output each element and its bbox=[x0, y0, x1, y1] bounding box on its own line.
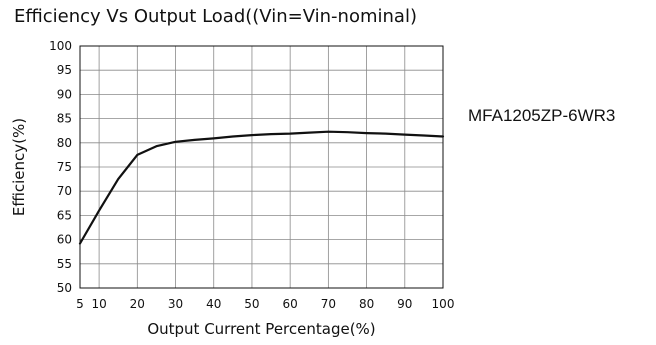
grid bbox=[79, 45, 444, 289]
x-tick-label: 20 bbox=[130, 297, 145, 311]
y-tick-label: 60 bbox=[57, 233, 72, 247]
x-tick-label: 5 bbox=[76, 297, 84, 311]
y-tick-label: 50 bbox=[57, 281, 72, 295]
x-tick-labels: 5 10 20 30 40 50 60 70 80 90 100 bbox=[76, 297, 454, 311]
y-tick-label: 95 bbox=[57, 63, 72, 77]
y-tick-label: 85 bbox=[57, 112, 72, 126]
x-axis-label: Output Current Percentage(%) bbox=[147, 320, 375, 338]
x-tick-label: 50 bbox=[244, 297, 259, 311]
plot-frame bbox=[79, 45, 444, 289]
x-tick-label: 40 bbox=[206, 297, 221, 311]
y-tick-label: 65 bbox=[57, 208, 72, 222]
y-tick-label: 55 bbox=[57, 257, 72, 271]
y-tick-labels: 50 55 60 65 70 75 80 85 90 95 100 bbox=[49, 39, 72, 295]
y-tick-label: 90 bbox=[57, 87, 72, 101]
chart-title: Efficiency Vs Output Load((Vin=Vin-nomin… bbox=[14, 6, 417, 27]
x-tick-label: 60 bbox=[283, 297, 298, 311]
x-tick-label: 80 bbox=[359, 297, 374, 311]
y-axis-label: Efficiency(%) bbox=[10, 118, 28, 216]
model-annotation: MFA1205ZP-6WR3 bbox=[468, 106, 616, 125]
x-tick-label: 90 bbox=[397, 297, 412, 311]
y-tick-label: 70 bbox=[57, 184, 72, 198]
efficiency-series-line bbox=[78, 130, 445, 245]
series-layer bbox=[78, 130, 445, 245]
y-tick-label: 80 bbox=[57, 136, 72, 150]
y-tick-label: 100 bbox=[49, 39, 72, 53]
y-tick-label: 75 bbox=[57, 160, 72, 174]
x-tick-label: 10 bbox=[91, 297, 106, 311]
x-tick-label: 70 bbox=[321, 297, 336, 311]
x-tick-label: 100 bbox=[432, 297, 455, 311]
x-tick-label: 30 bbox=[168, 297, 183, 311]
